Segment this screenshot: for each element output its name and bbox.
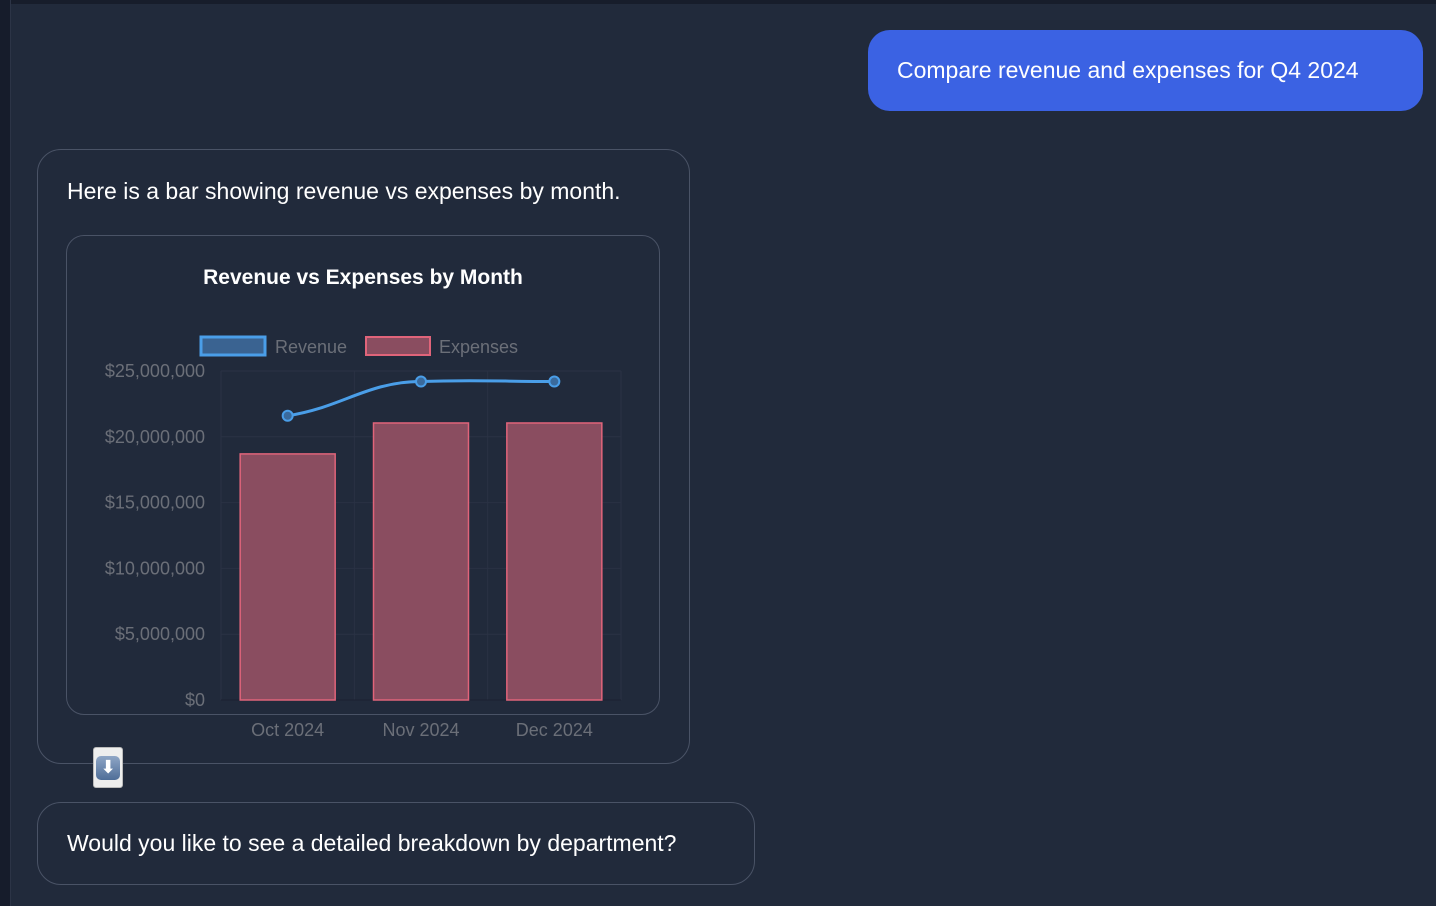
sidebar-edge — [0, 0, 11, 906]
download-button[interactable]: ⬇ — [93, 747, 123, 788]
revenue-point — [415, 375, 427, 388]
x-tick-label: Dec 2024 — [516, 720, 593, 740]
y-tick-label: $15,000,000 — [105, 493, 205, 513]
expenses-bar — [372, 422, 470, 701]
user-message-text: Compare revenue and expenses for Q4 2024 — [897, 57, 1359, 83]
revenue-point — [548, 375, 561, 388]
y-tick-label: $25,000,000 — [105, 361, 205, 381]
y-tick-label: $20,000,000 — [105, 427, 205, 447]
x-tick-label: Oct 2024 — [251, 720, 324, 740]
y-tick-label: $5,000,000 — [115, 624, 205, 644]
legend-revenue-swatch — [199, 335, 267, 357]
y-tick-label: $10,000,000 — [105, 558, 205, 578]
y-tick-label: $0 — [185, 690, 205, 710]
expenses-bar — [239, 453, 336, 701]
user-message: Compare revenue and expenses for Q4 2024 — [868, 30, 1423, 111]
assistant-followup-message: Would you like to see a detailed breakdo… — [37, 802, 755, 885]
legend-expenses-label: Expenses — [439, 337, 518, 357]
assistant-message-card: Here is a bar showing revenue vs expense… — [37, 149, 690, 764]
legend-revenue-label: Revenue — [275, 337, 347, 357]
revenue-point — [281, 409, 294, 422]
chart-card: Revenue vs Expenses by Month — [66, 235, 660, 715]
chart-title: Revenue vs Expenses by Month — [203, 266, 523, 289]
x-tick-label: Nov 2024 — [382, 720, 459, 740]
expenses-bar — [506, 422, 603, 701]
top-border — [0, 0, 1436, 4]
download-arrow-icon: ⬇ — [96, 755, 120, 780]
assistant-message-text: Here is a bar showing revenue vs expense… — [67, 178, 621, 204]
legend-expenses-swatch — [365, 336, 431, 356]
followup-text: Would you like to see a detailed breakdo… — [67, 830, 677, 856]
